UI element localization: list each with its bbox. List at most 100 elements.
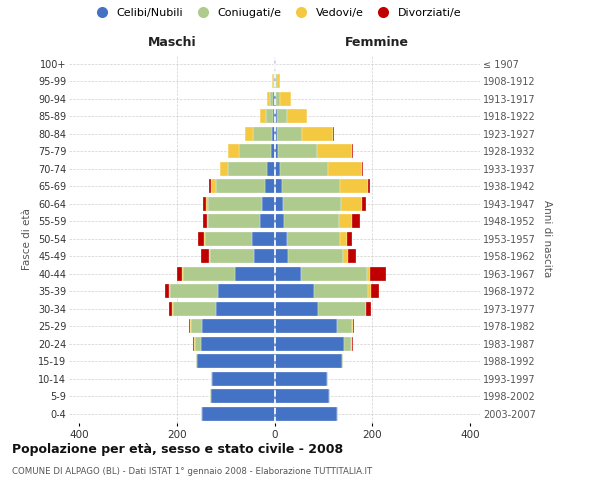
Bar — [239, 144, 271, 158]
Bar — [210, 249, 254, 264]
Bar — [273, 92, 275, 106]
Bar — [333, 126, 334, 141]
Bar — [277, 74, 280, 88]
Bar — [208, 196, 262, 211]
Bar — [254, 249, 275, 264]
Bar — [191, 319, 202, 334]
Bar — [365, 302, 367, 316]
Bar — [253, 232, 275, 246]
Bar — [277, 109, 287, 124]
Bar — [347, 232, 352, 246]
Text: Maschi: Maschi — [148, 36, 196, 49]
Bar — [270, 92, 273, 106]
Bar — [202, 406, 275, 421]
Text: COMUNE DI ALPAGO (BL) - Dati ISTAT 1° gennaio 2008 - Elaborazione TUTTITALIA.IT: COMUNE DI ALPAGO (BL) - Dati ISTAT 1° ge… — [12, 468, 372, 476]
Bar — [275, 162, 280, 176]
Bar — [280, 92, 290, 106]
Bar — [172, 302, 173, 316]
Bar — [211, 389, 275, 404]
Bar — [275, 336, 344, 351]
Bar — [302, 126, 333, 141]
Bar — [275, 319, 337, 334]
Bar — [277, 126, 302, 141]
Bar — [288, 249, 343, 264]
Bar — [274, 74, 275, 88]
Bar — [317, 144, 352, 158]
Bar — [340, 232, 347, 246]
Bar — [203, 196, 206, 211]
Bar — [260, 109, 266, 124]
Bar — [337, 406, 338, 421]
Bar — [341, 196, 362, 211]
Bar — [195, 336, 201, 351]
Bar — [362, 162, 363, 176]
Bar — [368, 284, 371, 298]
Bar — [194, 336, 195, 351]
Bar — [211, 179, 216, 194]
Bar — [201, 249, 209, 264]
Bar — [207, 214, 208, 228]
Bar — [209, 249, 210, 264]
Bar — [328, 162, 362, 176]
Text: Popolazione per età, sesso e stato civile - 2008: Popolazione per età, sesso e stato civil… — [12, 442, 343, 456]
Bar — [203, 214, 207, 228]
Bar — [245, 126, 253, 141]
Bar — [275, 266, 301, 281]
Bar — [371, 284, 379, 298]
Y-axis label: Anni di nascita: Anni di nascita — [542, 200, 553, 278]
Bar — [287, 232, 340, 246]
Bar — [348, 249, 356, 264]
Bar — [352, 336, 353, 351]
Bar — [201, 406, 202, 421]
Bar — [169, 302, 172, 316]
Bar — [275, 126, 277, 141]
Bar — [253, 126, 272, 141]
Bar — [287, 109, 307, 124]
Bar — [235, 266, 275, 281]
Bar — [182, 266, 235, 281]
Bar — [272, 109, 275, 124]
Bar — [282, 179, 340, 194]
Bar — [260, 214, 275, 228]
Bar — [275, 406, 337, 421]
Bar — [301, 266, 367, 281]
Bar — [276, 92, 280, 106]
Bar — [275, 302, 317, 316]
Bar — [275, 109, 277, 124]
Bar — [275, 232, 287, 246]
Legend: Celibi/Nubili, Coniugati/e, Vedovi/e, Divorziati/e: Celibi/Nubili, Coniugati/e, Vedovi/e, Di… — [88, 6, 464, 20]
Bar — [206, 196, 208, 211]
Bar — [265, 179, 275, 194]
Bar — [278, 144, 317, 158]
Bar — [362, 196, 365, 211]
Bar — [275, 249, 288, 264]
Text: Femmine: Femmine — [345, 36, 409, 49]
Bar — [352, 319, 353, 334]
Bar — [169, 284, 170, 298]
Y-axis label: Fasce di età: Fasce di età — [22, 208, 32, 270]
Bar — [271, 144, 275, 158]
Bar — [216, 302, 275, 316]
Bar — [197, 354, 275, 368]
Bar — [329, 389, 330, 404]
Bar — [208, 214, 260, 228]
Bar — [193, 336, 194, 351]
Bar — [211, 372, 212, 386]
Bar — [283, 196, 341, 211]
Bar — [170, 284, 218, 298]
Bar — [203, 232, 205, 246]
Bar — [176, 266, 182, 281]
Bar — [344, 336, 352, 351]
Bar — [342, 354, 343, 368]
Bar — [216, 179, 265, 194]
Bar — [275, 74, 277, 88]
Bar — [275, 144, 278, 158]
Bar — [272, 126, 275, 141]
Bar — [337, 319, 352, 334]
Bar — [267, 162, 275, 176]
Bar — [340, 179, 368, 194]
Bar — [190, 319, 191, 334]
Bar — [272, 74, 274, 88]
Bar — [343, 249, 348, 264]
Bar — [352, 214, 359, 228]
